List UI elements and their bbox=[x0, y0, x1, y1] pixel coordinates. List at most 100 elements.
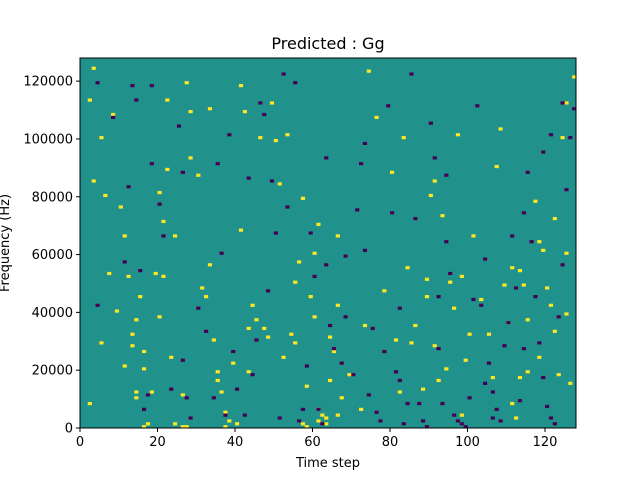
heatmap-cell-low bbox=[273, 231, 278, 235]
heatmap-cell-high bbox=[238, 228, 244, 232]
heatmap-cell-low bbox=[343, 254, 348, 258]
plot-area bbox=[79, 57, 577, 429]
heatmap-cell-low bbox=[231, 349, 236, 354]
heatmap-cell-low bbox=[281, 72, 286, 76]
heatmap-cell-high bbox=[564, 101, 569, 105]
heatmap-cell-high bbox=[324, 422, 329, 426]
heatmap-cell-high bbox=[99, 341, 104, 345]
heatmap-cell-high bbox=[525, 370, 530, 374]
heatmap-cell-high bbox=[533, 199, 538, 203]
heatmap-cell-low bbox=[564, 188, 569, 192]
heatmap-cell-high bbox=[374, 115, 379, 120]
heatmap-cell-high bbox=[560, 136, 565, 140]
heatmap-cell-high bbox=[196, 173, 201, 177]
heatmap-cell-low bbox=[366, 393, 371, 397]
x-tick-label: 100 bbox=[455, 435, 480, 450]
heatmap-cell-high bbox=[548, 303, 554, 307]
heatmap-cell-high bbox=[494, 164, 499, 169]
heatmap-cell-high bbox=[145, 422, 151, 426]
heatmap-cell-high bbox=[180, 393, 185, 397]
heatmap-cell-low bbox=[552, 422, 557, 426]
heatmap-cell-low bbox=[401, 422, 406, 426]
heatmap-cell-high bbox=[173, 234, 178, 238]
heatmap-cell-low bbox=[362, 248, 368, 252]
heatmap-cell-low bbox=[517, 399, 523, 403]
heatmap-cell-low bbox=[382, 349, 387, 354]
heatmap-cell-high bbox=[517, 375, 523, 380]
heatmap-cell-high bbox=[273, 138, 278, 143]
heatmap-cell-low bbox=[436, 347, 441, 351]
heatmap-cell-high bbox=[173, 422, 178, 426]
heatmap-cell-low bbox=[467, 396, 472, 400]
heatmap-cell-high bbox=[130, 344, 135, 348]
x-tick-label: 80 bbox=[382, 435, 399, 450]
heatmap-cell-high bbox=[281, 355, 286, 359]
heatmap-cell-low bbox=[246, 176, 251, 180]
heatmap-cell-high bbox=[300, 196, 306, 200]
heatmap-cell-high bbox=[362, 323, 368, 328]
heatmap-cell-low bbox=[490, 390, 495, 394]
heatmap-cell-high bbox=[428, 193, 433, 198]
heatmap-cell-low bbox=[285, 205, 290, 209]
heatmap-cell-low bbox=[308, 231, 313, 235]
x-axis: 0 20 40 60 80 100 120 bbox=[76, 428, 557, 450]
heatmap-cell-low bbox=[548, 133, 554, 137]
heatmap-cell-low bbox=[204, 329, 209, 333]
heatmap-cell-high bbox=[99, 136, 104, 140]
heatmap-cell-high bbox=[568, 381, 573, 385]
heatmap-cell-high bbox=[359, 407, 364, 411]
heatmap-cell-high bbox=[215, 378, 220, 383]
y-tick-label: 120000 bbox=[23, 75, 73, 90]
heatmap-cell-high bbox=[424, 277, 430, 281]
heatmap-cell-high bbox=[238, 84, 244, 88]
heatmap-cell-low bbox=[494, 407, 499, 411]
heatmap-cell-high bbox=[293, 341, 298, 345]
heatmap-cell-low bbox=[293, 81, 298, 85]
heatmap-cell-high bbox=[572, 75, 577, 79]
heatmap-cell-high bbox=[242, 110, 247, 114]
heatmap-cell-high bbox=[347, 373, 352, 377]
heatmap-cell-high bbox=[169, 355, 174, 359]
heatmap-cell-high bbox=[184, 81, 189, 85]
heatmap-cell-low bbox=[316, 407, 321, 411]
heatmap-cell-high bbox=[463, 358, 468, 362]
heatmap-cell-low bbox=[409, 72, 414, 76]
heatmap-cell-high bbox=[452, 306, 457, 310]
heatmap-cell-low bbox=[157, 202, 162, 206]
heatmap-cell-high bbox=[266, 335, 271, 339]
heatmap-cell-low bbox=[95, 81, 100, 85]
heatmap-cell-high bbox=[514, 416, 519, 420]
heatmap-cell-low bbox=[300, 407, 306, 411]
heatmap-cell-high bbox=[440, 214, 445, 218]
heatmap-cell-low bbox=[521, 211, 526, 215]
heatmap-cell-high bbox=[405, 266, 410, 270]
heatmap-cell-high bbox=[277, 182, 282, 186]
heatmap-cell-low bbox=[370, 326, 375, 331]
heatmap-cell-low bbox=[525, 170, 530, 174]
heatmap-cell-high bbox=[552, 329, 557, 333]
heatmap-cell-low bbox=[227, 133, 232, 137]
heatmap-cell-high bbox=[285, 133, 290, 137]
y-axis-label: Frequency (Hz) bbox=[0, 194, 13, 292]
heatmap-cell-low bbox=[219, 251, 224, 255]
heatmap-cell-low bbox=[444, 240, 449, 244]
heatmap-cell-low bbox=[320, 422, 325, 426]
heatmap-cell-high bbox=[335, 303, 340, 307]
heatmap-cell-low bbox=[529, 240, 534, 244]
y-axis: 0 20000 40000 60000 80000 100000 120000 bbox=[23, 75, 80, 437]
heatmap-cell-low bbox=[184, 396, 189, 400]
heatmap-cell-high bbox=[521, 283, 526, 287]
heatmap-cell-low bbox=[169, 387, 174, 391]
heatmap-cell-high bbox=[235, 422, 240, 426]
heatmap-cell-high bbox=[537, 355, 542, 359]
heatmap-cell-high bbox=[401, 136, 406, 140]
heatmap-cell-high bbox=[308, 295, 313, 299]
heatmap-cell-low bbox=[479, 303, 484, 307]
heatmap-cell-low bbox=[161, 234, 166, 238]
heatmap-cell-low bbox=[362, 141, 368, 146]
heatmap-cell-high bbox=[304, 384, 309, 388]
heatmap-cell-high bbox=[91, 66, 96, 70]
heatmap-cell-low bbox=[432, 156, 437, 160]
heatmap-cell-high bbox=[207, 107, 213, 111]
heatmap-cell-high bbox=[564, 251, 569, 255]
